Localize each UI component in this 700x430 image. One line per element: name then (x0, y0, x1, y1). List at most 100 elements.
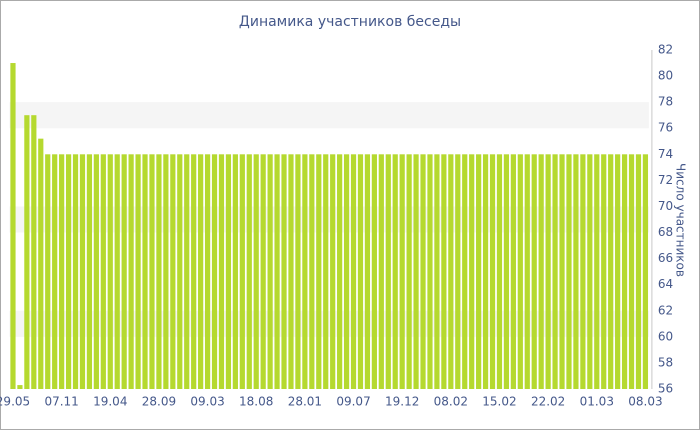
bar (128, 154, 134, 389)
y-tick-label: 72 (658, 173, 673, 187)
bar (225, 154, 232, 389)
bar (580, 154, 586, 389)
y-axis-label: Число участников (674, 163, 688, 277)
bar (198, 154, 204, 389)
bar (218, 154, 225, 389)
bar (545, 154, 551, 389)
bar (538, 154, 544, 389)
bar (392, 154, 398, 389)
bar (615, 154, 621, 389)
bar (503, 154, 510, 389)
bar (107, 154, 113, 389)
bar (385, 154, 391, 389)
bar (309, 154, 315, 389)
bar (253, 154, 259, 389)
bar (531, 154, 537, 389)
bar (406, 154, 412, 389)
bar (52, 154, 58, 389)
bar (79, 154, 86, 389)
bar (357, 154, 364, 389)
bar (177, 154, 183, 389)
x-tick-label: 19.04 (93, 395, 127, 409)
bar (566, 154, 572, 389)
bar (302, 154, 308, 389)
grid-band (9, 102, 649, 129)
bar (45, 154, 51, 389)
bar (427, 154, 433, 389)
x-tick-label: 08.02 (434, 395, 468, 409)
y-tick-label: 78 (658, 95, 673, 109)
bar (337, 154, 343, 389)
bar (489, 154, 496, 389)
y-tick-label: 70 (658, 199, 673, 213)
bar (142, 154, 148, 389)
bar (462, 154, 468, 389)
bar (413, 154, 419, 389)
bar (469, 154, 475, 389)
x-tick-label: 22.02 (531, 395, 565, 409)
bar (232, 154, 238, 389)
bar (31, 115, 37, 389)
bar (642, 154, 649, 389)
y-tick-label: 80 (658, 69, 673, 83)
bar (204, 154, 211, 389)
x-tick-label: 15.02 (482, 395, 516, 409)
y-tick-label: 76 (658, 121, 673, 135)
bar (170, 154, 176, 389)
x-tick-label: 09.03 (190, 395, 224, 409)
bar (288, 154, 294, 389)
bar (86, 154, 93, 389)
bar (378, 154, 384, 389)
bar (482, 154, 489, 389)
x-tick-label: 19.12 (385, 395, 419, 409)
bar (10, 63, 16, 390)
bar (24, 115, 30, 389)
bar (371, 154, 377, 389)
bar (316, 154, 322, 389)
bar (260, 154, 266, 389)
bar (350, 154, 357, 389)
bar (149, 154, 155, 389)
bar (434, 154, 440, 389)
bar (114, 154, 120, 389)
bar (455, 154, 461, 389)
bar (156, 154, 162, 389)
bar (191, 154, 197, 389)
bar (621, 154, 628, 389)
x-tick-label: 07.11 (44, 395, 78, 409)
bar (517, 154, 523, 389)
x-tick-label: 09.07 (336, 395, 370, 409)
y-tick-label: 56 (658, 382, 673, 396)
bar (38, 138, 44, 389)
bar (93, 154, 99, 389)
bar (496, 154, 503, 389)
y-tick-label: 62 (658, 303, 673, 317)
bar (246, 154, 252, 389)
x-tick-label: 28.09 (142, 395, 176, 409)
bar (635, 154, 642, 389)
bar (163, 154, 169, 389)
x-tick-label: 28.01 (288, 395, 322, 409)
bar (573, 154, 579, 389)
y-tick-label: 74 (658, 147, 673, 161)
y-tick-label: 60 (658, 329, 673, 343)
x-tick-label: 01.03 (580, 395, 614, 409)
bar (594, 154, 600, 389)
bar (420, 154, 426, 389)
bar (323, 154, 329, 389)
bar (330, 154, 336, 389)
x-tick-label: 29.05 (0, 395, 30, 409)
bar (211, 154, 218, 389)
y-tick-label: 68 (658, 225, 673, 239)
x-tick-label: 18.08 (239, 395, 273, 409)
bar (72, 154, 79, 389)
chart-title: Динамика участников беседы (239, 14, 461, 30)
y-tick-label: 82 (658, 43, 673, 57)
bar (552, 154, 558, 389)
bar (121, 154, 127, 389)
bar (441, 154, 447, 389)
bar (239, 154, 245, 389)
bar (184, 154, 190, 389)
